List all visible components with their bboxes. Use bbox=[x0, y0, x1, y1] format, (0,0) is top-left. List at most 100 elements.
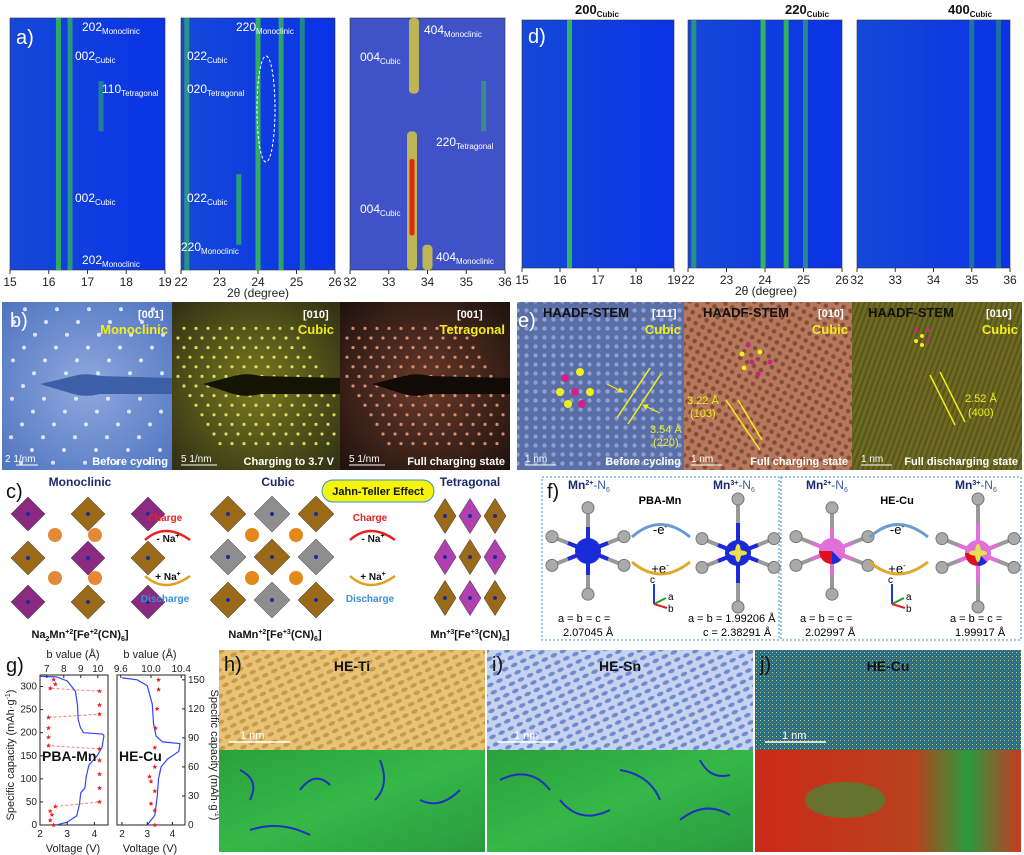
svg-text:1 nm: 1 nm bbox=[861, 454, 883, 465]
svg-text:[111]: [111] bbox=[652, 308, 677, 320]
diffraction-spot bbox=[224, 413, 228, 417]
svg-text:2.52 Å: 2.52 Å bbox=[965, 392, 997, 405]
diffraction-spot bbox=[224, 394, 228, 398]
diffraction-spot bbox=[248, 355, 252, 359]
voltage-curve bbox=[121, 677, 181, 826]
x2-tick-label: 8 bbox=[61, 664, 67, 675]
peak-band bbox=[691, 20, 697, 268]
diffraction-spot bbox=[357, 355, 361, 359]
diffraction-spot bbox=[188, 374, 192, 378]
heatmap-background bbox=[349, 17, 506, 271]
x-tick-label: 23 bbox=[720, 273, 734, 287]
diffraction-spot bbox=[147, 460, 151, 465]
svg-text:002Cubic: 002Cubic bbox=[75, 191, 115, 207]
diffraction-spot bbox=[417, 413, 421, 417]
svg-text:(220): (220) bbox=[653, 437, 679, 449]
peak-band bbox=[184, 18, 190, 270]
atom-marker bbox=[757, 349, 763, 355]
diffraction-spot bbox=[393, 336, 397, 340]
diffraction-spot bbox=[212, 413, 216, 417]
diffraction-spot bbox=[483, 422, 487, 426]
diffraction-spot bbox=[314, 422, 318, 426]
diffraction-spot bbox=[106, 396, 110, 401]
diffraction-spot bbox=[302, 442, 306, 446]
diffraction-spot bbox=[95, 409, 99, 414]
b-value-connector bbox=[48, 745, 100, 750]
diffraction-spot bbox=[453, 355, 457, 359]
atom-marker bbox=[920, 334, 924, 338]
x-tick-label: 24 bbox=[251, 275, 265, 289]
panel-a-annotations: 202Monoclinic 002Cubic 110Tetragonal 002… bbox=[75, 20, 494, 269]
svg-text:1 nm: 1 nm bbox=[691, 454, 713, 465]
diffraction-spot bbox=[369, 374, 373, 378]
svg-text:Discharge: Discharge bbox=[141, 594, 190, 605]
peak-band bbox=[408, 18, 419, 94]
svg-text:HE-Cu: HE-Cu bbox=[867, 658, 910, 674]
diffraction-spot bbox=[242, 422, 246, 426]
n-atom bbox=[731, 600, 745, 614]
na-ion bbox=[289, 528, 303, 542]
atom-marker bbox=[745, 342, 751, 348]
y-tick-label: 90 bbox=[188, 733, 200, 744]
diffraction-spot bbox=[332, 394, 336, 398]
diffraction-spot bbox=[278, 346, 282, 350]
diffraction-spot bbox=[351, 384, 355, 388]
panel-h-he-ti bbox=[219, 650, 485, 852]
voltage-curve bbox=[39, 675, 105, 826]
atom-marker bbox=[576, 368, 584, 376]
diffraction-spot bbox=[97, 332, 101, 337]
diffraction-spot bbox=[126, 448, 130, 452]
x-tick-label: 36 bbox=[1003, 273, 1017, 287]
diffraction-spot bbox=[393, 355, 397, 359]
diffraction-spot bbox=[10, 396, 14, 401]
svg-text:Charge: Charge bbox=[353, 513, 388, 524]
heatmap-background bbox=[9, 17, 166, 271]
atom bbox=[26, 600, 30, 604]
diffraction-spot bbox=[375, 403, 379, 407]
diffraction-spot bbox=[41, 435, 45, 440]
diffraction-spot bbox=[441, 394, 445, 398]
svg-text:HAADF-STEM: HAADF-STEM bbox=[703, 305, 789, 320]
diffraction-spot bbox=[459, 326, 463, 330]
diffraction-spot bbox=[363, 384, 367, 388]
diffraction-spot bbox=[236, 432, 240, 436]
diffraction-spot bbox=[212, 355, 216, 359]
diffraction-spot bbox=[182, 365, 186, 369]
diffraction-spot bbox=[326, 442, 330, 446]
atom bbox=[468, 555, 472, 559]
svg-text:1 nm: 1 nm bbox=[514, 730, 538, 742]
atom-marker bbox=[914, 339, 918, 343]
diffraction-spot bbox=[75, 358, 79, 363]
y-tick-label: 300 bbox=[20, 682, 37, 693]
n-atom bbox=[581, 587, 595, 601]
diffraction-spot bbox=[381, 374, 385, 378]
svg-text:Discharge: Discharge bbox=[346, 594, 395, 605]
jahn-teller-badge: Jahn-Teller Effect bbox=[321, 479, 435, 503]
metal-sector bbox=[832, 551, 841, 564]
svg-text:020Tetragonal: 020Tetragonal bbox=[187, 82, 245, 98]
diffraction-spot bbox=[423, 442, 427, 446]
svg-text:+ Na+: + Na+ bbox=[360, 571, 386, 583]
svg-text:404Monoclinic: 404Monoclinic bbox=[436, 250, 494, 266]
atom bbox=[314, 598, 318, 602]
diffraction-spot bbox=[381, 355, 385, 359]
svg-text:Cubic: Cubic bbox=[982, 322, 1018, 337]
atom-marker bbox=[749, 359, 755, 365]
n-atom bbox=[545, 530, 559, 544]
diffraction-spot bbox=[212, 336, 216, 340]
n-atom bbox=[971, 600, 985, 614]
diffraction-spot bbox=[54, 345, 58, 350]
svg-text:004Cubic: 004Cubic bbox=[360, 202, 400, 218]
panel-label-e: e) bbox=[518, 310, 536, 332]
b-value-point bbox=[46, 734, 51, 740]
y-tick-label: 30 bbox=[188, 791, 200, 802]
diffraction-spot bbox=[108, 320, 112, 324]
n-atom bbox=[1007, 560, 1021, 574]
diffraction-spot bbox=[206, 346, 210, 350]
diffraction-spot bbox=[20, 422, 24, 427]
diffraction-spot bbox=[182, 326, 186, 330]
diffraction-spot bbox=[381, 336, 385, 340]
panel-label-d: d) bbox=[528, 26, 546, 48]
diffraction-spot bbox=[447, 326, 451, 330]
diffraction-spot bbox=[200, 374, 204, 378]
